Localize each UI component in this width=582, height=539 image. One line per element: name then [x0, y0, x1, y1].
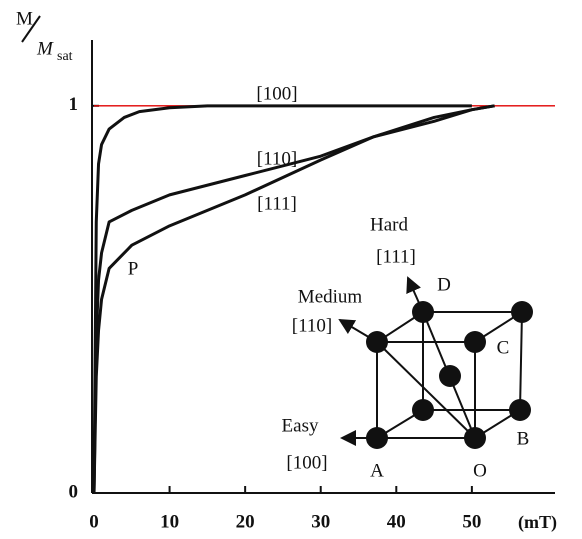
y-label-denominator: M	[36, 38, 54, 59]
inset-label: Easy	[282, 415, 319, 436]
series-line	[92, 104, 495, 494]
series-label: [110]	[257, 148, 297, 169]
y-label-subscript: sat	[57, 49, 73, 64]
inset-label: B	[517, 428, 530, 449]
y-label-numerator: M	[16, 8, 33, 29]
x-tick-label: 10	[160, 511, 179, 532]
inset-label: [111]	[376, 246, 416, 267]
inset-label: C	[497, 337, 510, 358]
inset-label: Hard	[370, 214, 408, 235]
x-tick-label: 50	[462, 511, 481, 532]
inset-label: O	[473, 460, 487, 481]
x-label: (mT)	[518, 512, 557, 533]
y-label-slash	[21, 15, 41, 43]
series-label: [111]	[257, 193, 297, 214]
inset-cube	[338, 276, 533, 449]
y-tick-label: 1	[69, 94, 79, 115]
inset-label: [110]	[292, 315, 332, 336]
y-tick-label: 0	[69, 481, 79, 502]
x-tick-label: 20	[236, 511, 255, 532]
annotation: P	[128, 258, 139, 279]
inset-label: A	[370, 460, 384, 481]
inset-label: [100]	[286, 452, 327, 473]
x-tick-label: 40	[387, 511, 406, 532]
series-line	[92, 104, 472, 494]
inset-label: D	[437, 274, 451, 295]
x-tick-label: 0	[89, 511, 99, 532]
x-tick-label: 30	[311, 511, 330, 532]
inset-label: Medium	[298, 286, 363, 307]
series-line	[92, 104, 495, 494]
series-label: [100]	[256, 83, 297, 104]
